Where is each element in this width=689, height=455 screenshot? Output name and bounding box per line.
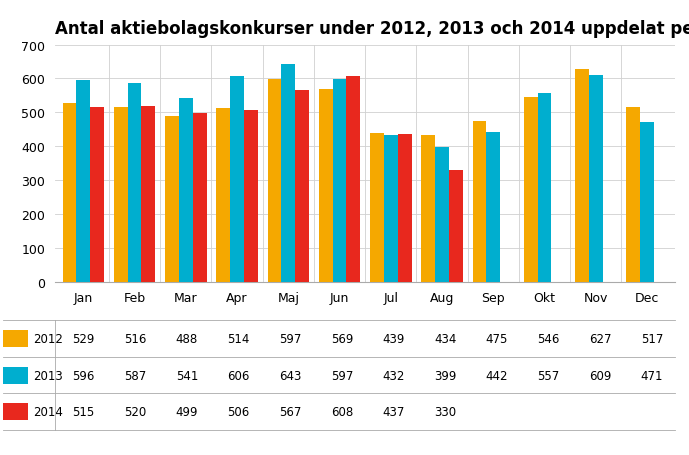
- Text: 597: 597: [331, 369, 353, 382]
- Bar: [449, 171, 463, 282]
- Bar: [244, 111, 258, 282]
- Bar: [589, 76, 603, 282]
- Bar: [640, 123, 654, 282]
- Bar: [267, 81, 281, 282]
- Text: 529: 529: [72, 333, 94, 345]
- Text: 499: 499: [176, 405, 198, 418]
- Text: 515: 515: [72, 405, 94, 418]
- Bar: [370, 134, 384, 282]
- Text: 608: 608: [331, 405, 353, 418]
- Text: 488: 488: [176, 333, 198, 345]
- Text: 475: 475: [486, 333, 508, 345]
- Text: 330: 330: [434, 405, 456, 418]
- Bar: [398, 134, 411, 282]
- Text: 587: 587: [124, 369, 146, 382]
- Text: 569: 569: [331, 333, 353, 345]
- Bar: [421, 136, 435, 282]
- Text: 643: 643: [279, 369, 301, 382]
- Text: 517: 517: [641, 333, 663, 345]
- Bar: [435, 147, 449, 282]
- Bar: [319, 90, 333, 282]
- Text: 597: 597: [279, 333, 301, 345]
- Bar: [216, 108, 230, 282]
- Bar: [127, 84, 141, 282]
- Text: 471: 471: [641, 369, 664, 382]
- Bar: [295, 91, 309, 282]
- Text: 606: 606: [227, 369, 249, 382]
- Bar: [230, 77, 244, 282]
- Text: 516: 516: [124, 333, 146, 345]
- Text: 546: 546: [537, 333, 559, 345]
- Bar: [473, 121, 486, 282]
- Bar: [179, 99, 193, 282]
- Bar: [165, 117, 179, 282]
- Text: 514: 514: [227, 333, 249, 345]
- Text: 557: 557: [537, 369, 559, 382]
- Bar: [114, 108, 127, 282]
- Text: 541: 541: [176, 369, 198, 382]
- Bar: [333, 81, 347, 282]
- Text: 609: 609: [589, 369, 611, 382]
- Text: 2012: 2012: [33, 333, 63, 345]
- Bar: [384, 136, 398, 282]
- Text: 434: 434: [434, 333, 456, 345]
- Bar: [193, 113, 207, 282]
- Text: 432: 432: [382, 369, 404, 382]
- Text: 567: 567: [279, 405, 301, 418]
- Text: 399: 399: [434, 369, 456, 382]
- Text: 2014: 2014: [33, 405, 63, 418]
- Bar: [90, 108, 104, 282]
- Bar: [141, 106, 155, 282]
- Text: 627: 627: [589, 333, 612, 345]
- Bar: [537, 94, 551, 282]
- Text: 442: 442: [486, 369, 508, 382]
- Text: 439: 439: [382, 333, 404, 345]
- Text: 520: 520: [124, 405, 146, 418]
- Bar: [281, 65, 295, 282]
- Bar: [486, 133, 500, 282]
- Text: Antal aktiebolagskonkurser under 2012, 2013 och 2014 uppdelat per månad: Antal aktiebolagskonkurser under 2012, 2…: [55, 18, 689, 38]
- Bar: [524, 97, 537, 282]
- Text: 437: 437: [382, 405, 404, 418]
- Bar: [575, 70, 589, 282]
- Bar: [63, 103, 76, 282]
- Text: 2013: 2013: [33, 369, 63, 382]
- Bar: [626, 107, 640, 282]
- Bar: [76, 81, 90, 282]
- Bar: [347, 76, 360, 282]
- Text: 506: 506: [227, 405, 249, 418]
- Text: 596: 596: [72, 369, 94, 382]
